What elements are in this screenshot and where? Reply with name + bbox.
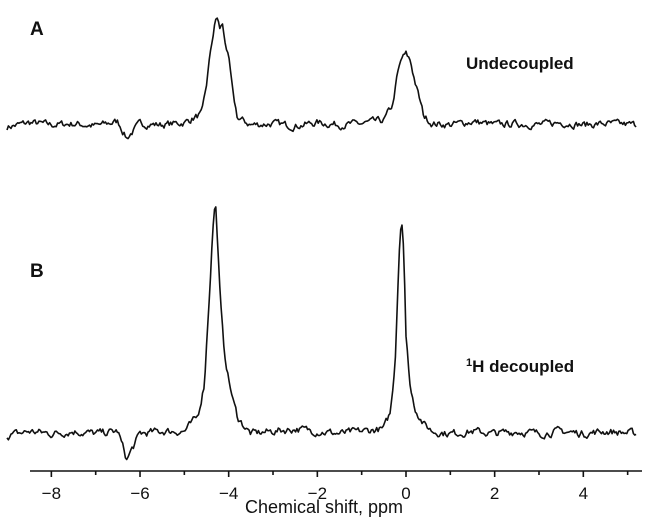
x-tick-label: 2 xyxy=(490,484,499,503)
x-axis-ticks: −8 −6 −4 −2 0 2 4 xyxy=(42,471,629,503)
spectrum-a xyxy=(6,17,637,140)
x-axis: −8 −6 −4 −2 0 2 4 Chemical shift, ppm xyxy=(30,470,642,517)
superscript-one: 1 xyxy=(466,357,472,369)
x-tick-label: −4 xyxy=(219,484,238,503)
decoupled-text: H decoupled xyxy=(472,357,574,376)
spectrum-b xyxy=(6,206,637,461)
x-tick-label: −2 xyxy=(308,484,327,503)
x-tick-label: −6 xyxy=(130,484,149,503)
x-tick-label: 0 xyxy=(401,484,410,503)
x-tick-label: 4 xyxy=(579,484,588,503)
x-tick-label: −8 xyxy=(42,484,61,503)
panel-b-letter: B xyxy=(30,261,44,282)
spectrum-a-trace xyxy=(6,17,637,140)
panel-b-label: 1H decoupled xyxy=(466,357,574,376)
panel-a-label: Undecoupled xyxy=(466,54,574,73)
spectrum-b-trace xyxy=(6,206,637,461)
x-axis-title: Chemical shift, ppm xyxy=(245,497,403,517)
panel-a-letter: A xyxy=(30,19,44,40)
